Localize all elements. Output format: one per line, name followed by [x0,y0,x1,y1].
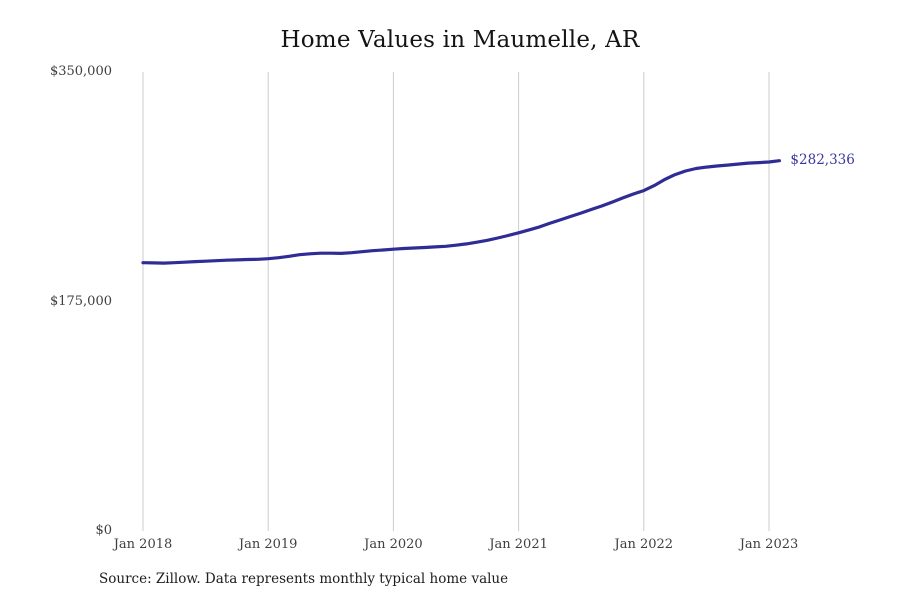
source-note: Source: Zillow. Data represents monthly … [99,571,509,587]
y-tick-label: $175,000 [49,293,112,309]
x-tick-label: Jan 2019 [238,537,298,552]
x-tick-label: Jan 2023 [739,537,799,552]
chart-title: Home Values in Maumelle, AR [280,27,640,53]
x-tick-label: Jan 2018 [113,537,173,552]
x-tick-label: Jan 2021 [489,537,548,552]
x-tick-label: Jan 2020 [364,537,423,552]
y-tick-label: $350,000 [49,64,112,79]
x-tick-label: Jan 2022 [614,537,674,552]
y-tick-label: $0 [95,523,112,538]
final-value-label: $282,336 [790,151,855,168]
home-value-line-series [141,159,781,265]
vertical-gridlines [142,72,770,531]
